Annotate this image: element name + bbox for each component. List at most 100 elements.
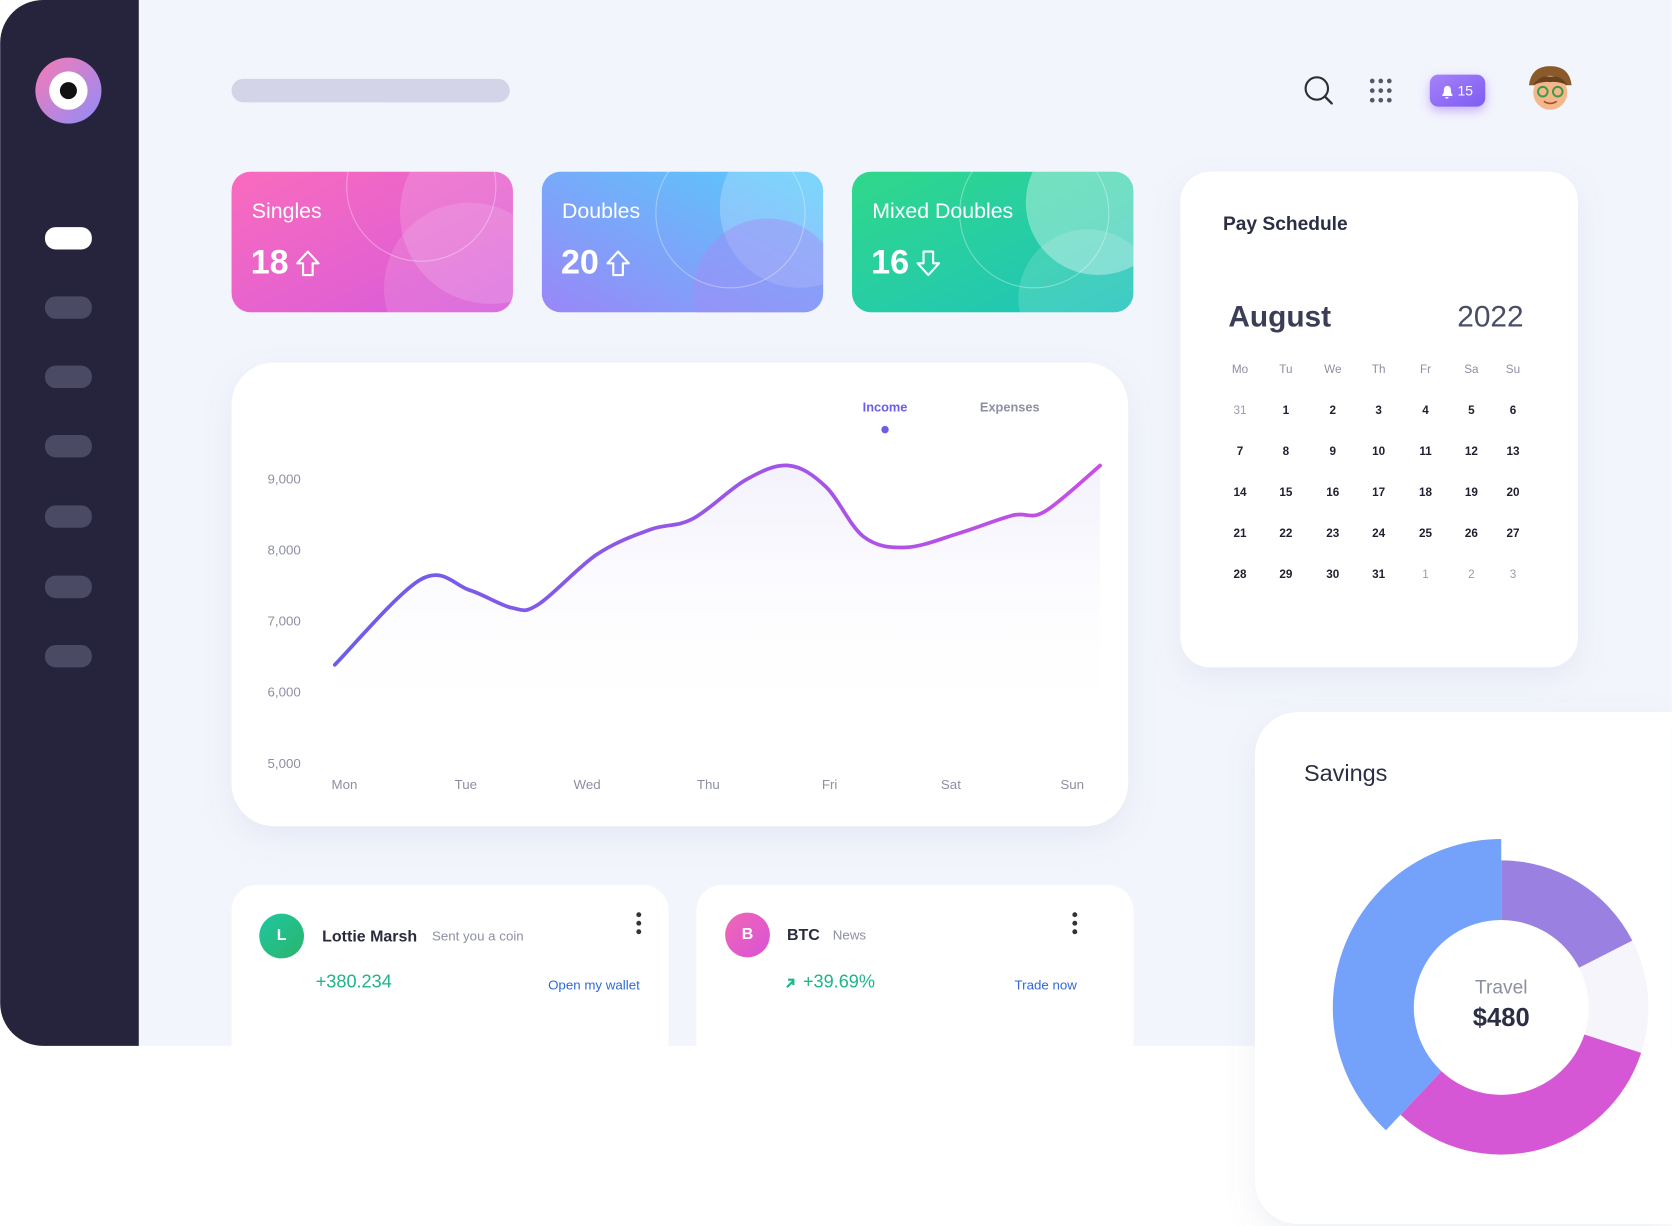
y-tick-label: 9,000: [267, 471, 300, 486]
calendar-day[interactable]: 21: [1234, 527, 1248, 540]
kebab-menu[interactable]: [1072, 912, 1078, 935]
apps-icon[interactable]: [1369, 78, 1392, 103]
calendar-day[interactable]: 5: [1468, 404, 1475, 417]
calendar-day-muted[interactable]: 31: [1234, 404, 1247, 417]
stat-value: 20: [561, 243, 599, 281]
calendar-day[interactable]: 27: [1506, 527, 1519, 540]
stat-label: Singles: [252, 199, 322, 223]
x-tick-label: Fri: [822, 777, 838, 792]
activity-avatar: [725, 912, 770, 958]
notification-count: 15: [1458, 82, 1474, 98]
weekday-label: Mo: [1232, 363, 1249, 376]
activity-card[interactable]: [231, 884, 669, 1120]
trend-arrow: [606, 250, 630, 277]
notification-button[interactable]: 15: [1429, 74, 1486, 107]
chart-tab[interactable]: Expenses: [980, 400, 1040, 415]
activity-name: BTC: [787, 927, 820, 944]
calendar-day[interactable]: 11: [1419, 445, 1432, 458]
nav-item[interactable]: [44, 644, 92, 668]
activity-avatar: [259, 913, 305, 959]
nav-item[interactable]: [44, 365, 92, 389]
trend-arrow: [296, 250, 320, 277]
donut-segment[interactable]: [1579, 940, 1649, 1053]
calendar-day[interactable]: 24: [1372, 527, 1386, 540]
stat-value: 18: [251, 243, 289, 281]
calendar-day[interactable]: 20: [1506, 486, 1520, 499]
search-icon[interactable]: [1304, 76, 1333, 105]
chart-tab[interactable]: Income: [863, 400, 908, 415]
nav-item-active[interactable]: [44, 227, 92, 250]
x-tick-label: Tue: [455, 777, 477, 792]
user-avatar[interactable]: [1528, 66, 1572, 110]
y-tick-label: 6,000: [267, 685, 300, 700]
calendar-day[interactable]: 22: [1279, 527, 1293, 540]
income-chart: Income Expenses 5,000 6,000 7,000 8,000 9,000 M…: [267, 400, 1102, 792]
calendar-day-muted[interactable]: 2: [1468, 568, 1475, 581]
calendar-day[interactable]: 14: [1234, 486, 1248, 499]
calendar-day[interactable]: 19: [1465, 486, 1479, 499]
savings-title: Savings: [1304, 760, 1387, 786]
calendar-day[interactable]: 29: [1279, 568, 1293, 581]
stat-card[interactable]: [851, 130, 1171, 368]
stat-card[interactable]: [231, 112, 582, 373]
calendar-day[interactable]: 17: [1372, 486, 1385, 499]
donut-segment[interactable]: [1332, 839, 1502, 1131]
trend-icon: [786, 978, 795, 988]
donut-segment[interactable]: [1400, 1034, 1642, 1155]
activity-note: Sent you a coin: [432, 929, 524, 944]
activity-card[interactable]: [696, 884, 1134, 1120]
savings-donut: [1332, 839, 1649, 1155]
activity-action[interactable]: Open my wallet: [548, 978, 640, 993]
weekday-label: Fr: [1420, 363, 1431, 376]
calendar-title: Pay Schedule: [1223, 214, 1348, 235]
nav-item[interactable]: [44, 434, 92, 458]
calendar-day[interactable]: 6: [1510, 404, 1517, 417]
calendar-day[interactable]: 15: [1279, 486, 1293, 499]
activity-note: News: [833, 928, 867, 943]
calendar-day[interactable]: 8: [1283, 445, 1290, 458]
nav-item[interactable]: [44, 296, 92, 319]
activity-name: Lottie Marsh: [322, 928, 417, 945]
calendar-day[interactable]: 23: [1326, 527, 1340, 540]
activity-amount: +380.234: [316, 972, 392, 992]
calendar-year: 2022: [1457, 301, 1523, 334]
stat-card[interactable]: [541, 128, 880, 368]
calendar-day[interactable]: 13: [1506, 445, 1520, 458]
nav-item[interactable]: [44, 505, 92, 528]
calendar-day[interactable]: 7: [1237, 445, 1244, 458]
kebab-menu[interactable]: [636, 912, 642, 935]
calendar-day[interactable]: 28: [1234, 568, 1248, 581]
search-bar[interactable]: [231, 78, 510, 103]
y-tick-label: 8,000: [267, 542, 300, 557]
calendar-day[interactable]: 25: [1419, 527, 1433, 540]
y-tick-label: 7,000: [267, 614, 300, 629]
calendar-month: August: [1228, 301, 1331, 334]
calendar-day[interactable]: 3: [1375, 404, 1382, 417]
calendar-day[interactable]: 1: [1283, 404, 1290, 417]
active-tab-dot: [881, 425, 889, 434]
calendar-day-muted[interactable]: 1: [1422, 568, 1429, 581]
weekday-label: Tu: [1279, 363, 1292, 376]
calendar-day[interactable]: 26: [1465, 527, 1479, 540]
y-tick-label: 5,000: [267, 756, 300, 771]
calendar-day[interactable]: 30: [1326, 568, 1340, 581]
calendar-card: [1180, 171, 1578, 668]
weekday-label: We: [1324, 363, 1341, 376]
calendar-day[interactable]: 31: [1372, 568, 1386, 581]
calendar-day[interactable]: 18: [1419, 486, 1433, 499]
stat-value: 16: [871, 243, 909, 281]
calendar-day[interactable]: 16: [1326, 486, 1340, 499]
calendar-day[interactable]: 10: [1372, 445, 1386, 458]
calendar-day[interactable]: 4: [1422, 404, 1429, 417]
calendar-day[interactable]: 9: [1330, 445, 1337, 458]
nav-item[interactable]: [44, 575, 92, 599]
activity-action[interactable]: Trade now: [1015, 978, 1078, 993]
donut-segment[interactable]: [1501, 860, 1633, 968]
calendar-day-muted[interactable]: 3: [1510, 568, 1517, 581]
calendar-day[interactable]: 12: [1465, 445, 1479, 458]
calendar-day[interactable]: 2: [1330, 404, 1337, 417]
stat-label: Mixed Doubles: [872, 199, 1013, 223]
weekday-label: Su: [1506, 363, 1520, 376]
